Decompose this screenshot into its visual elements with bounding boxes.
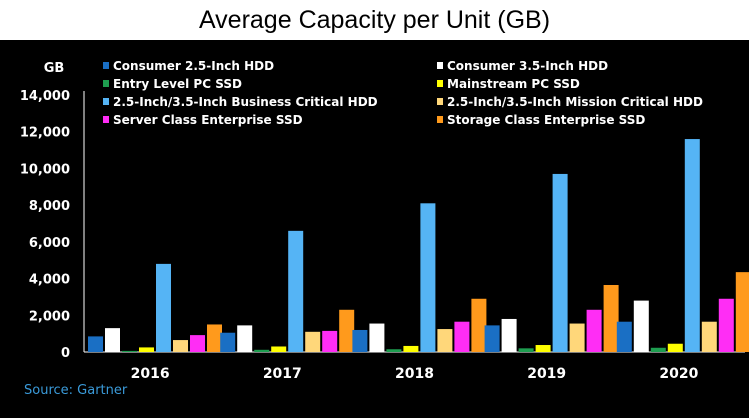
bar: [403, 345, 419, 352]
legend-label: Server Class Enterprise SSD: [113, 113, 303, 127]
bar: [237, 325, 253, 352]
bar: [603, 284, 619, 352]
legend-label: 2.5-Inch/3.5-Inch Mission Critical HDD: [447, 95, 703, 109]
bar: [207, 324, 222, 352]
bar: [535, 345, 551, 352]
y-axis-unit-label: GB: [44, 61, 65, 76]
bar: [254, 349, 270, 352]
bar-chart: GB 0 2,000 4,000 6,000 8,000 10,000 12,000 14,00…: [20, 59, 749, 382]
bar: [271, 346, 287, 352]
bar: [501, 318, 517, 352]
bar: [339, 309, 355, 352]
legend-label: Consumer 3.5-Inch HDD: [447, 59, 608, 73]
legend-label: 2.5-Inch/3.5-Inch Business Critical HDD: [113, 95, 378, 109]
bar: [369, 323, 385, 352]
x-category-label: 2016: [131, 366, 170, 382]
y-tick-label: 14,000: [20, 89, 70, 104]
bar: [305, 331, 321, 352]
bar: [586, 309, 602, 352]
bar: [352, 329, 368, 352]
chart-panel: GB 0 2,000 4,000 6,000 8,000 10,000 12,000 14,00…: [0, 40, 749, 418]
bar: [633, 300, 649, 352]
y-tick-label: 8,000: [29, 199, 70, 214]
x-category-label: 2020: [659, 366, 698, 382]
bar: [105, 328, 120, 352]
bar: [386, 349, 402, 352]
legend-swatch: [437, 116, 443, 123]
bar: [684, 139, 700, 352]
legend-swatch: [437, 80, 443, 87]
bar: [650, 347, 666, 352]
legend-label: Storage Class Enterprise SSD: [447, 113, 645, 127]
x-category-label: 2019: [527, 366, 566, 382]
legend-label: Consumer 2.5-Inch HDD: [113, 59, 274, 73]
bar: [122, 350, 137, 352]
legend-swatch: [437, 62, 443, 69]
bar: [288, 230, 304, 352]
bar: [190, 335, 205, 352]
x-category-label: 2018: [395, 366, 434, 382]
y-tick-label: 12,000: [20, 126, 70, 141]
bar: [173, 340, 188, 352]
bar: [156, 263, 171, 352]
y-tick-label: 10,000: [20, 162, 70, 177]
bar: [735, 272, 749, 352]
bar: [518, 348, 534, 352]
legend-swatch: [103, 80, 109, 87]
bar: [718, 298, 734, 352]
bar: [454, 321, 470, 352]
legend-swatch: [103, 116, 109, 123]
bar: [88, 336, 103, 352]
bar: [484, 325, 500, 352]
bar: [139, 347, 154, 352]
bar: [552, 173, 568, 352]
legend-swatch: [103, 62, 109, 69]
x-category-label: 2017: [263, 366, 302, 382]
bar: [437, 329, 453, 352]
y-tick-label: 6,000: [29, 236, 70, 251]
legend-label: Mainstream PC SSD: [447, 77, 580, 91]
bar: [471, 298, 487, 352]
y-tick-label: 0: [61, 346, 70, 361]
legend-swatch: [437, 98, 443, 105]
bar: [569, 323, 585, 352]
bar: [220, 332, 236, 352]
legend-swatch: [103, 98, 109, 105]
y-tick-label: 2,000: [29, 309, 70, 324]
legend-label: Entry Level PC SSD: [113, 77, 242, 91]
source-note: Source: Gartner: [24, 383, 128, 398]
bar: [701, 321, 717, 352]
y-tick-label: 4,000: [29, 273, 70, 288]
bar: [616, 321, 632, 352]
bar: [322, 330, 338, 352]
chart-title: Average Capacity per Unit (GB): [0, 0, 749, 40]
bar: [420, 203, 436, 352]
bar: [667, 343, 683, 352]
